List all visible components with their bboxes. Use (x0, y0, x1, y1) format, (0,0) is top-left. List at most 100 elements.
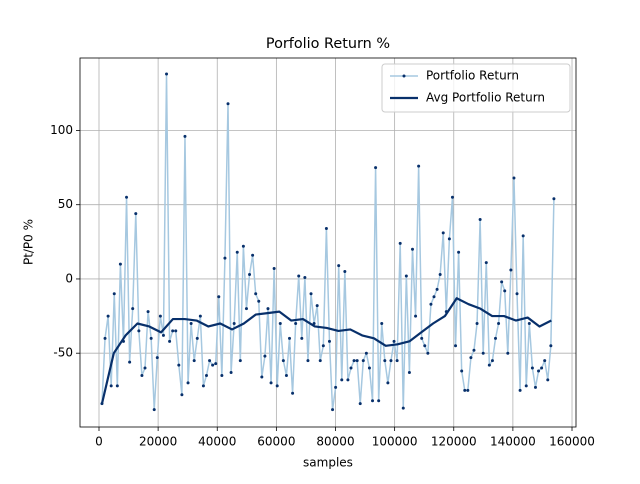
point (327, 339, 331, 343)
point (337, 264, 341, 268)
point (512, 176, 516, 180)
point (533, 385, 537, 389)
point (211, 363, 215, 367)
point (263, 354, 267, 358)
point (552, 197, 556, 201)
point (389, 359, 393, 363)
point (398, 241, 402, 245)
point (291, 391, 295, 395)
series-line (101, 73, 555, 411)
point (284, 373, 288, 377)
point (321, 344, 325, 348)
x-tick-label: 120000 (431, 435, 477, 449)
point (266, 307, 270, 311)
point (417, 164, 421, 168)
point (112, 292, 116, 296)
y-tick-label: 50 (58, 197, 73, 211)
point (235, 250, 239, 254)
point (312, 322, 316, 326)
point (254, 292, 258, 296)
point (481, 351, 485, 355)
point (401, 406, 405, 410)
point (300, 336, 304, 340)
point (161, 333, 165, 337)
y-tick-label: -50 (53, 346, 73, 360)
point (497, 322, 501, 326)
point (420, 336, 424, 340)
y-tick-label: 100 (50, 123, 73, 137)
point (125, 195, 129, 199)
legend-box (381, 63, 571, 113)
point (331, 408, 335, 412)
point (204, 373, 208, 377)
point (374, 166, 378, 170)
point (306, 359, 310, 363)
point (438, 272, 442, 276)
point (334, 385, 338, 389)
point (281, 359, 285, 363)
point (450, 195, 454, 199)
point (143, 366, 147, 370)
point (118, 262, 122, 266)
point (349, 366, 353, 370)
point (515, 292, 519, 296)
x-tick-label: 40000 (198, 435, 236, 449)
point (195, 336, 199, 340)
point (472, 348, 476, 352)
point (315, 304, 319, 308)
point (380, 322, 384, 326)
point (423, 344, 427, 348)
point (404, 274, 408, 278)
point (171, 329, 175, 333)
point (426, 351, 430, 355)
point (158, 314, 162, 318)
point (358, 402, 362, 406)
point (352, 359, 356, 363)
x-tick-label: 160000 (549, 435, 595, 449)
point (201, 384, 205, 388)
point (441, 231, 445, 235)
point (543, 359, 547, 363)
point (309, 292, 313, 296)
legend-label: Portfolio Return (426, 69, 519, 83)
point (361, 359, 365, 363)
point (500, 280, 504, 284)
point (414, 314, 418, 318)
point (346, 378, 350, 382)
point (183, 134, 187, 138)
x-tick-label: 0 (95, 435, 103, 449)
point (214, 362, 218, 366)
point (537, 369, 541, 373)
point (103, 336, 107, 340)
point (241, 244, 245, 248)
legend: Portfolio Return Avg Portfolio Return (381, 63, 571, 113)
point (432, 295, 436, 299)
point (165, 72, 169, 76)
point (355, 359, 359, 363)
point (152, 408, 156, 412)
point (540, 366, 544, 370)
point (186, 381, 190, 385)
point (509, 268, 513, 272)
point (318, 359, 322, 363)
point (232, 322, 236, 326)
point (294, 322, 298, 326)
point (324, 226, 328, 230)
point (272, 267, 276, 271)
point (220, 373, 224, 377)
x-tick-label: 80000 (316, 435, 354, 449)
point (524, 384, 528, 388)
point (386, 381, 390, 385)
point (288, 336, 292, 340)
point (487, 363, 491, 367)
point (198, 314, 202, 318)
point (392, 339, 396, 343)
point (251, 253, 255, 257)
point (248, 272, 252, 276)
x-tick-label: 60000 (257, 435, 295, 449)
point (490, 359, 494, 363)
point (343, 270, 347, 274)
point (435, 287, 439, 291)
x-tick-label: 20000 (139, 435, 177, 449)
point (208, 359, 212, 363)
